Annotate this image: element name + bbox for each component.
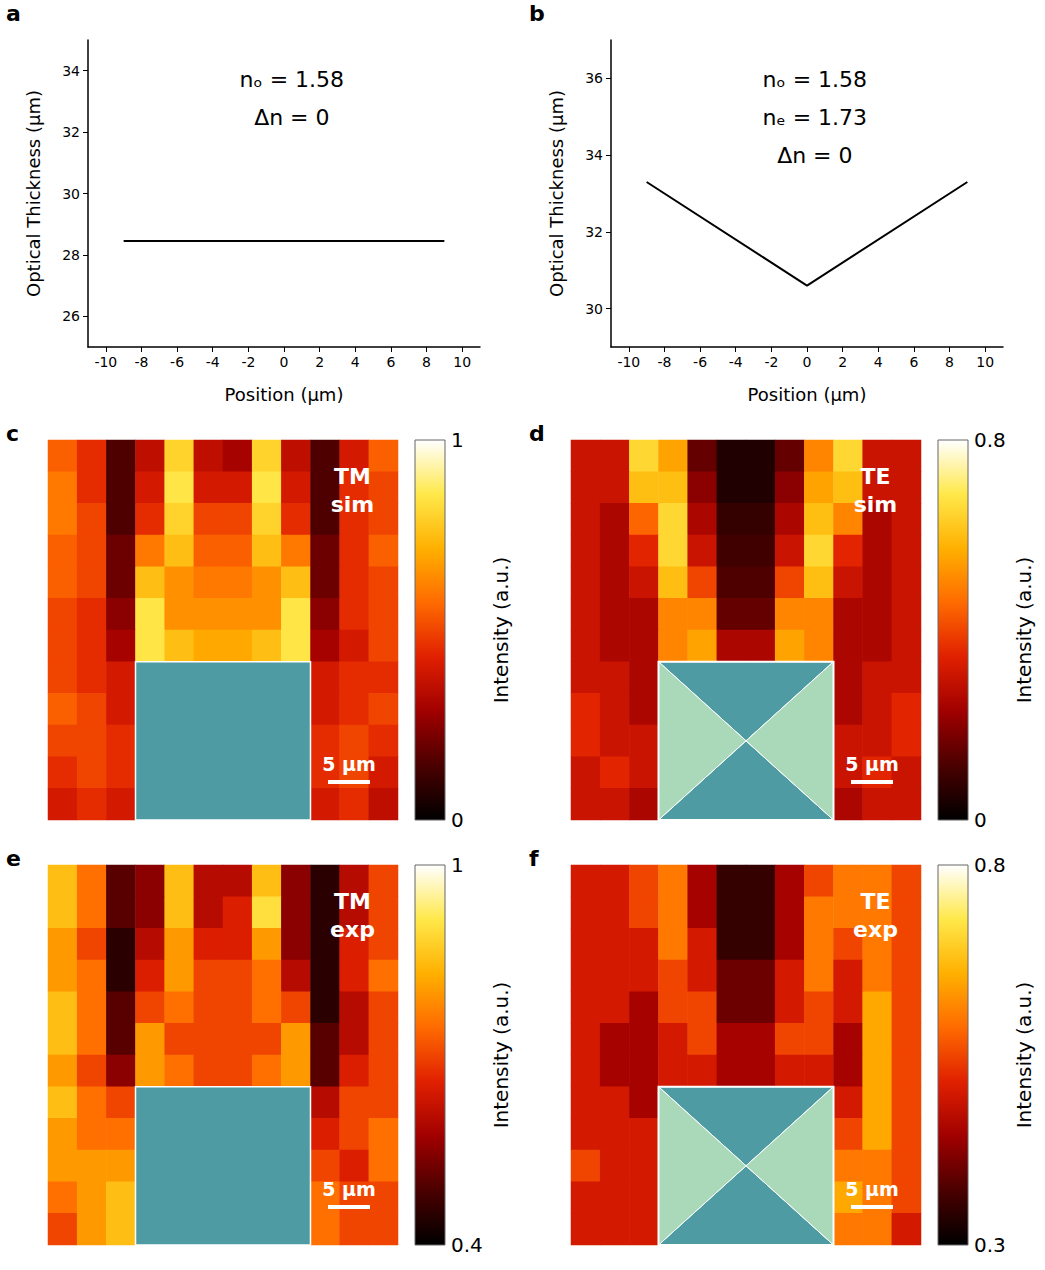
svg-text:2: 2 bbox=[838, 354, 847, 370]
svg-text:34: 34 bbox=[585, 147, 603, 163]
svg-text:c: c bbox=[6, 421, 19, 446]
svg-text:a: a bbox=[6, 1, 21, 26]
svg-text:nₑ = 1.73: nₑ = 1.73 bbox=[763, 105, 868, 130]
svg-text:-4: -4 bbox=[729, 354, 743, 370]
svg-text:30: 30 bbox=[585, 301, 603, 317]
svg-text:e: e bbox=[6, 846, 21, 871]
svg-text:TE: TE bbox=[860, 464, 890, 489]
svg-text:Δn = 0: Δn = 0 bbox=[254, 105, 329, 130]
svg-text:Intensity (a.u.): Intensity (a.u.) bbox=[489, 982, 513, 1129]
svg-text:Intensity (a.u.): Intensity (a.u.) bbox=[489, 557, 513, 704]
svg-text:4: 4 bbox=[874, 354, 883, 370]
svg-text:0.4: 0.4 bbox=[451, 1233, 483, 1257]
svg-text:Intensity (a.u.): Intensity (a.u.) bbox=[1012, 982, 1036, 1129]
svg-text:32: 32 bbox=[585, 224, 603, 240]
svg-text:sim: sim bbox=[854, 492, 898, 517]
svg-text:0: 0 bbox=[803, 354, 812, 370]
svg-text:26: 26 bbox=[62, 308, 80, 324]
svg-text:-2: -2 bbox=[764, 354, 778, 370]
svg-text:8: 8 bbox=[945, 354, 954, 370]
svg-text:4: 4 bbox=[351, 354, 360, 370]
svg-text:8: 8 bbox=[422, 354, 431, 370]
svg-text:10: 10 bbox=[976, 354, 994, 370]
svg-text:-8: -8 bbox=[134, 354, 148, 370]
svg-text:5 μm: 5 μm bbox=[845, 1178, 899, 1200]
svg-text:-10: -10 bbox=[94, 354, 117, 370]
svg-text:exp: exp bbox=[853, 917, 898, 942]
svg-text:-8: -8 bbox=[657, 354, 671, 370]
svg-text:10: 10 bbox=[453, 354, 471, 370]
svg-text:Position (μm): Position (μm) bbox=[225, 384, 344, 405]
svg-text:-10: -10 bbox=[617, 354, 640, 370]
svg-text:TE: TE bbox=[860, 889, 890, 914]
svg-text:b: b bbox=[529, 1, 545, 26]
svg-text:5 μm: 5 μm bbox=[322, 1178, 376, 1200]
svg-text:28: 28 bbox=[62, 247, 80, 263]
svg-text:6: 6 bbox=[909, 354, 918, 370]
svg-text:0.8: 0.8 bbox=[974, 428, 1006, 452]
svg-text:-6: -6 bbox=[693, 354, 707, 370]
svg-text:-6: -6 bbox=[170, 354, 184, 370]
svg-text:Optical Thickness (μm): Optical Thickness (μm) bbox=[546, 90, 567, 297]
svg-text:-2: -2 bbox=[241, 354, 255, 370]
svg-text:TM: TM bbox=[334, 889, 371, 914]
svg-text:exp: exp bbox=[330, 917, 375, 942]
svg-text:6: 6 bbox=[386, 354, 395, 370]
svg-text:Optical Thickness (μm): Optical Thickness (μm) bbox=[23, 90, 44, 297]
svg-text:Position (μm): Position (μm) bbox=[748, 384, 867, 405]
svg-text:0: 0 bbox=[280, 354, 289, 370]
svg-text:0: 0 bbox=[974, 808, 987, 832]
svg-text:nₒ = 1.58: nₒ = 1.58 bbox=[763, 67, 867, 92]
svg-text:Intensity (a.u.): Intensity (a.u.) bbox=[1012, 557, 1036, 704]
svg-text:0.3: 0.3 bbox=[974, 1233, 1006, 1257]
svg-text:-4: -4 bbox=[206, 354, 220, 370]
svg-text:sim: sim bbox=[331, 492, 375, 517]
svg-text:1: 1 bbox=[451, 853, 464, 877]
svg-text:f: f bbox=[529, 846, 539, 871]
svg-text:5 μm: 5 μm bbox=[322, 753, 376, 775]
svg-text:TM: TM bbox=[334, 464, 371, 489]
svg-text:30: 30 bbox=[62, 186, 80, 202]
svg-text:36: 36 bbox=[585, 70, 603, 86]
svg-text:34: 34 bbox=[62, 63, 80, 79]
svg-text:0.8: 0.8 bbox=[974, 853, 1006, 877]
svg-text:nₒ = 1.58: nₒ = 1.58 bbox=[240, 67, 344, 92]
svg-text:d: d bbox=[529, 421, 545, 446]
svg-text:32: 32 bbox=[62, 124, 80, 140]
svg-text:Δn = 0: Δn = 0 bbox=[777, 143, 852, 168]
svg-text:1: 1 bbox=[451, 428, 464, 452]
svg-text:2: 2 bbox=[315, 354, 324, 370]
svg-text:5 μm: 5 μm bbox=[845, 753, 899, 775]
svg-text:0: 0 bbox=[451, 808, 464, 832]
